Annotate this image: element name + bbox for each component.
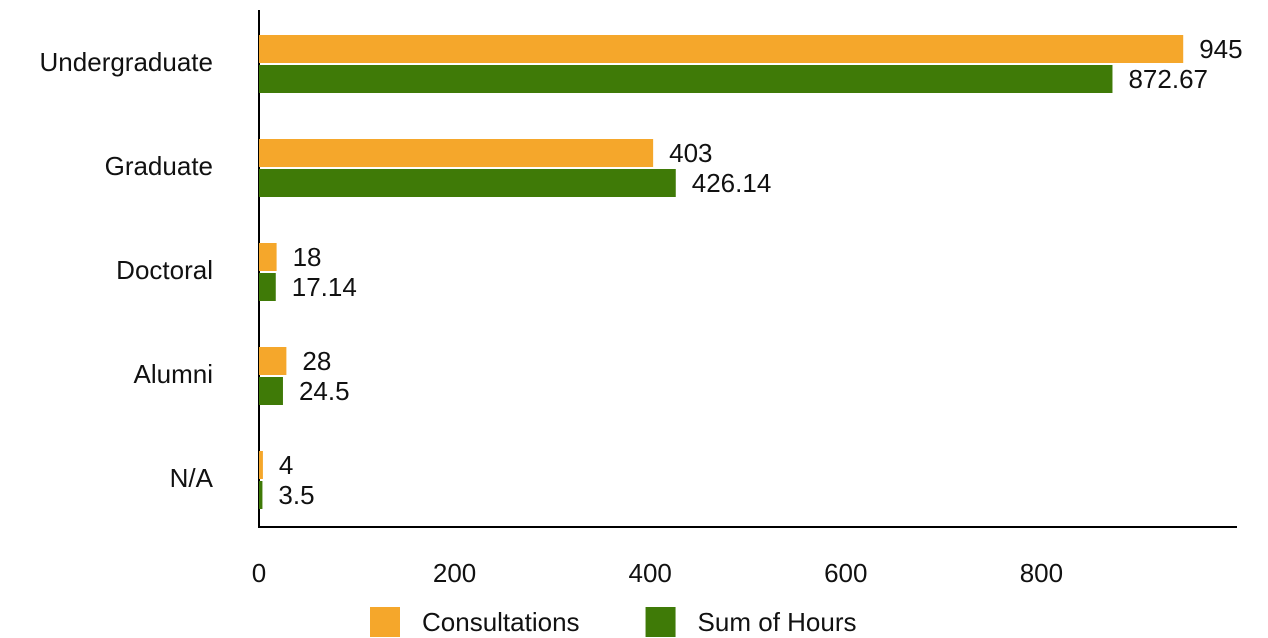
value-label: 4	[279, 450, 293, 480]
value-label: 403	[669, 138, 712, 168]
bar	[259, 65, 1113, 93]
x-tick-label: 600	[824, 558, 867, 588]
value-label: 24.5	[299, 376, 350, 406]
value-label: 945	[1199, 34, 1242, 64]
bar	[259, 377, 283, 405]
bar	[259, 169, 676, 197]
legend-swatch	[370, 607, 400, 637]
x-tick-label: 0	[252, 558, 266, 588]
y-tick-label: Undergraduate	[40, 47, 213, 77]
value-label: 426.14	[692, 168, 772, 198]
value-label: 17.14	[292, 272, 357, 302]
bar	[259, 35, 1184, 63]
bar	[259, 243, 277, 271]
bar	[259, 481, 263, 509]
y-tick-label: N/A	[170, 463, 214, 493]
legend-swatch	[645, 607, 676, 637]
value-label: 28	[302, 346, 331, 376]
bar	[259, 139, 654, 167]
value-label: 18	[293, 242, 322, 272]
value-label: 3.5	[278, 480, 314, 510]
legend-label: Consultations	[422, 607, 580, 637]
y-tick-label: Doctoral	[116, 255, 213, 285]
x-tick-label: 200	[433, 558, 476, 588]
y-tick-label: Graduate	[105, 151, 213, 181]
bar	[259, 347, 287, 375]
legend-label: Sum of Hours	[698, 607, 857, 637]
x-tick-label: 400	[629, 558, 672, 588]
value-label: 872.67	[1128, 64, 1208, 94]
bar	[259, 273, 276, 301]
x-tick-label: 800	[1020, 558, 1063, 588]
bar	[259, 451, 263, 479]
y-tick-label: Alumni	[134, 359, 213, 389]
